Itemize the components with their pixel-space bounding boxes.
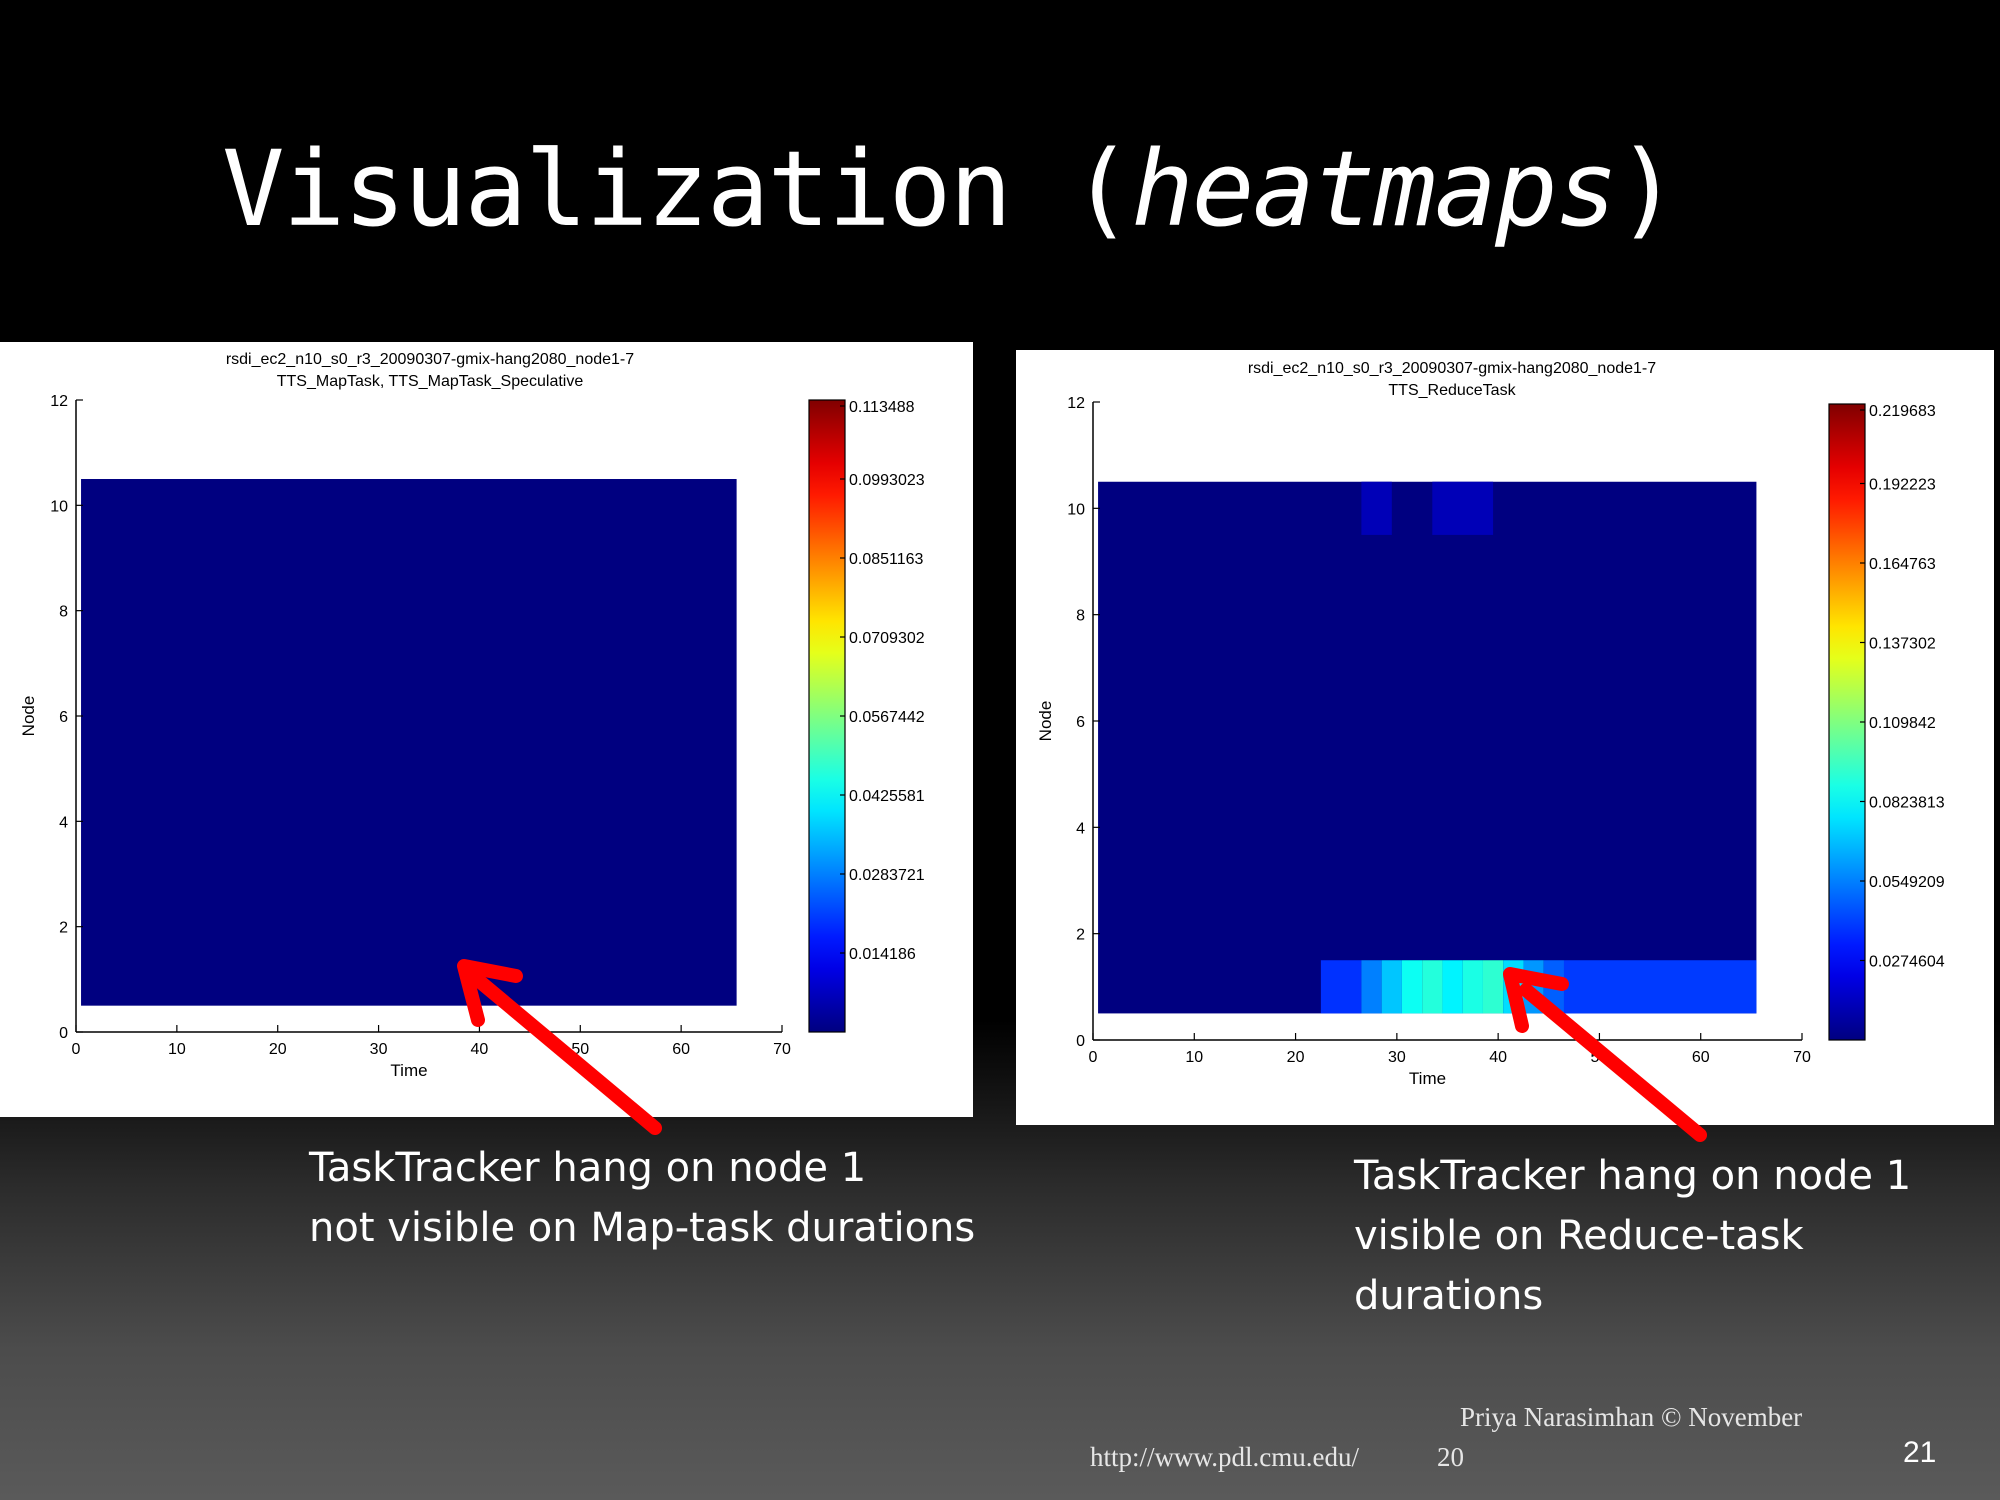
colorbar-tick-label: 0.014186 (849, 946, 916, 963)
x-tick-label: 40 (1489, 1049, 1507, 1066)
heatmap-reduce-tasks: rsdi_ec2_n10_s0_r3_20090307-gmix-hang208… (1036, 360, 1945, 1088)
heatmap-map-tasks: rsdi_ec2_n10_s0_r3_20090307-gmix-hang208… (19, 351, 925, 1080)
heatmap-base (1098, 481, 1757, 1014)
y-tick-label: 4 (59, 814, 68, 831)
x-tick-label: 10 (168, 1041, 186, 1058)
heatmap-cell (1361, 960, 1382, 1014)
y-tick-label: 10 (1067, 501, 1085, 518)
y-tick-label: 6 (1076, 714, 1085, 731)
x-tick-label: 50 (571, 1041, 589, 1058)
y-tick-label: 8 (1076, 608, 1085, 625)
y-tick-label: 0 (59, 1025, 68, 1042)
colorbar-tick-label: 0.0993023 (849, 472, 925, 489)
y-tick-label: 2 (1076, 927, 1085, 944)
colorbar-tick-label: 0.109842 (1869, 715, 1936, 732)
chart-title-line: TTS_MapTask, TTS_MapTask_Speculative (277, 373, 584, 390)
colorbar (1828, 403, 1866, 1041)
colorbar-tick-label: 0.0549209 (1869, 874, 1945, 891)
heatmap-cell (1503, 960, 1524, 1014)
page-number: 21 (1903, 1436, 1937, 1469)
colorbar-tick-label: 0.0567442 (849, 709, 925, 726)
heatmap-base (81, 479, 737, 1006)
chart-title-line: rsdi_ec2_n10_s0_r3_20090307-gmix-hang208… (226, 351, 634, 368)
x-tick-label: 0 (1089, 1049, 1098, 1066)
colorbar-tick-label: 0.0709302 (849, 630, 925, 647)
footer-year: 20 (1437, 1442, 1464, 1472)
colorbar-tick-label: 0.0283721 (849, 867, 925, 884)
y-tick-label: 6 (59, 709, 68, 726)
y-tick-label: 8 (59, 604, 68, 621)
x-tick-label: 30 (370, 1041, 388, 1058)
y-tick-label: 0 (1076, 1033, 1085, 1050)
title-main: Visualization ( (222, 128, 1133, 250)
heatmap-cell (1523, 960, 1544, 1014)
heatmap-reduce-tasks-panel: rsdi_ec2_n10_s0_r3_20090307-gmix-hang208… (1016, 350, 1994, 1125)
title-close: ) (1616, 128, 1679, 250)
heatmap-cell (1381, 960, 1402, 1014)
chart-title-line: TTS_ReduceTask (1388, 382, 1516, 399)
x-tick-label: 60 (1692, 1049, 1710, 1066)
colorbar-tick-label: 0.0823813 (1869, 795, 1945, 812)
heatmap-cell (1432, 481, 1494, 535)
colorbar-tick-label: 0.137302 (1869, 636, 1936, 653)
colorbar (808, 399, 846, 1033)
heatmap-map-tasks-panel: rsdi_ec2_n10_s0_r3_20090307-gmix-hang208… (0, 342, 973, 1117)
x-tick-label: 10 (1185, 1049, 1203, 1066)
x-tick-label: 20 (1287, 1049, 1305, 1066)
caption-right: TaskTracker hang on node 1 visible on Re… (1354, 1146, 1911, 1326)
caption-right-line-2: visible on Reduce-task (1354, 1213, 1804, 1259)
caption-right-line-1: TaskTracker hang on node 1 (1354, 1153, 1912, 1199)
heatmap-cell (1401, 960, 1423, 1014)
colorbar-tick-label: 0.219683 (1869, 403, 1936, 420)
chart-title-line: rsdi_ec2_n10_s0_r3_20090307-gmix-hang208… (1248, 360, 1656, 377)
x-tick-label: 40 (471, 1041, 489, 1058)
heatmap-cell (1482, 960, 1504, 1014)
x-tick-label: 60 (672, 1041, 690, 1058)
x-axis-label: Time (390, 1061, 427, 1080)
caption-left-line-2: not visible on Map-task durations (309, 1205, 976, 1251)
heatmap-cell (1442, 960, 1463, 1014)
title-italic: heatmaps (1131, 128, 1618, 250)
colorbar-tick-label: 0.192223 (1869, 477, 1936, 494)
colorbar-tick-label: 0.0425581 (849, 788, 925, 805)
heatmap-cell (1422, 960, 1443, 1014)
y-axis-label: Node (19, 696, 38, 737)
y-tick-label: 4 (1076, 820, 1085, 837)
caption-right-line-3: durations (1354, 1273, 1544, 1319)
colorbar-tick-label: 0.0851163 (849, 551, 924, 568)
heatmap-cell (1543, 960, 1564, 1014)
heatmap-cell (1320, 960, 1362, 1014)
heatmap-cell (1361, 481, 1392, 535)
footer-url[interactable]: http://www.pdl.cmu.edu/ (1090, 1442, 1359, 1472)
colorbar-tick-label: 0.164763 (1869, 556, 1936, 573)
heatmap-cell (1563, 960, 1757, 1014)
heatmap-cell (1462, 960, 1483, 1014)
y-tick-label: 2 (59, 920, 68, 937)
x-tick-label: 0 (72, 1041, 81, 1058)
slide-title: Visualization (heatmaps) (222, 128, 1679, 250)
y-tick-label: 10 (50, 498, 68, 515)
y-axis-label: Node (1036, 701, 1055, 742)
x-tick-label: 70 (1793, 1049, 1811, 1066)
y-tick-label: 12 (1067, 395, 1085, 412)
x-axis-label: Time (1409, 1069, 1446, 1088)
x-tick-label: 30 (1388, 1049, 1406, 1066)
colorbar-tick-label: 0.113488 (849, 399, 915, 416)
colorbar-tick-label: 0.0274604 (1869, 954, 1945, 971)
x-tick-label: 50 (1591, 1049, 1609, 1066)
caption-left: TaskTracker hang on node 1 not visible o… (309, 1138, 975, 1258)
x-tick-label: 20 (269, 1041, 287, 1058)
y-tick-label: 12 (50, 393, 68, 410)
footer-author: Priya Narasimhan © November (1460, 1402, 1803, 1432)
x-tick-label: 70 (773, 1041, 791, 1058)
caption-left-line-1: TaskTracker hang on node 1 (309, 1145, 867, 1191)
